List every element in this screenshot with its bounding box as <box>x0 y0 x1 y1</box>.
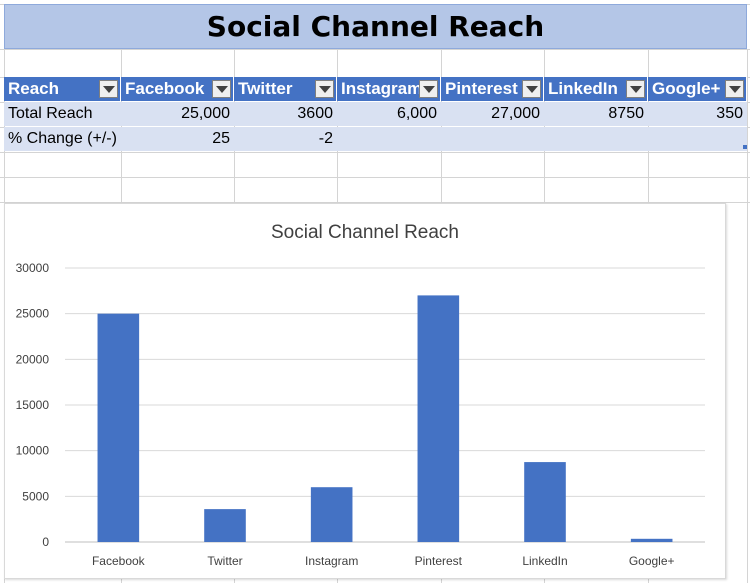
chart-title: Social Channel Reach <box>271 222 459 243</box>
table-cell[interactable]: 3600 <box>234 102 337 126</box>
gridline-vertical <box>747 49 748 583</box>
table-row-label[interactable]: % Change (+/-) <box>4 127 121 151</box>
header-label: Reach <box>8 79 60 98</box>
bar-twitter[interactable] <box>204 509 246 542</box>
x-tick-label: Facebook <box>92 554 146 568</box>
y-tick-label: 10000 <box>16 444 50 458</box>
gridline-horizontal <box>0 177 750 178</box>
table-cell[interactable]: -2 <box>234 127 337 151</box>
filter-dropdown-icon[interactable] <box>212 80 231 98</box>
filter-dropdown-icon[interactable] <box>419 80 438 98</box>
header-cell-reach[interactable]: Reach <box>4 77 121 101</box>
sheet-title: Social Channel Reach <box>206 10 545 43</box>
table-row-label[interactable]: Total Reach <box>4 102 121 126</box>
y-tick-label: 30000 <box>16 261 50 275</box>
table-cell[interactable] <box>648 127 747 151</box>
filter-dropdown-icon[interactable] <box>315 80 334 98</box>
header-cell-instagram[interactable]: Instagram <box>337 77 441 101</box>
table-cell[interactable] <box>544 127 648 151</box>
header-label: Pinterest <box>445 79 518 98</box>
header-label: Facebook <box>125 79 205 98</box>
table-cell[interactable] <box>441 127 544 151</box>
header-cell-pinterest[interactable]: Pinterest <box>441 77 544 101</box>
table-cell[interactable]: 6,000 <box>337 102 441 126</box>
bar-chart[interactable]: Social Channel Reach 0 5000 10000 15000 2000… <box>4 203 726 579</box>
bar-instagram[interactable] <box>310 487 353 542</box>
x-tick-label: Instagram <box>305 554 358 568</box>
filter-dropdown-icon[interactable] <box>626 80 645 98</box>
header-cell-twitter[interactable]: Twitter <box>234 77 337 101</box>
table-cell[interactable]: 27,000 <box>441 102 544 126</box>
gridline-horizontal <box>0 152 750 153</box>
header-cell-googleplus[interactable]: Google+ <box>648 77 747 101</box>
header-label: Google+ <box>652 79 721 98</box>
gridline-horizontal <box>0 202 750 203</box>
filter-dropdown-icon[interactable] <box>725 80 744 98</box>
chart-svg: Social Channel Reach 0 5000 10000 15000 2000… <box>16 222 705 568</box>
x-tick-label: Twitter <box>207 554 242 568</box>
table-cell[interactable]: 25,000 <box>121 102 234 126</box>
table-cell[interactable]: 25 <box>121 127 234 151</box>
table-cell[interactable] <box>337 127 441 151</box>
bar-facebook[interactable] <box>97 313 140 542</box>
y-tick-label: 20000 <box>16 352 50 366</box>
filter-dropdown-icon[interactable] <box>522 80 541 98</box>
header-cell-facebook[interactable]: Facebook <box>121 77 234 101</box>
header-label: Twitter <box>238 79 293 98</box>
bar-linkedin[interactable] <box>524 462 566 542</box>
header-cell-linkedin[interactable]: LinkedIn <box>544 77 648 101</box>
bar-google[interactable] <box>630 538 673 542</box>
table-cell[interactable]: 350 <box>648 102 747 126</box>
bar-pinterest[interactable] <box>417 295 460 542</box>
header-label: LinkedIn <box>548 79 618 98</box>
table-resize-handle[interactable] <box>743 145 747 149</box>
table-cell[interactable]: 8750 <box>544 102 648 126</box>
gridline-horizontal <box>0 49 750 50</box>
y-tick-label: 25000 <box>16 307 50 321</box>
y-tick-label: 5000 <box>22 489 49 503</box>
x-tick-label: Pinterest <box>415 554 463 568</box>
x-tick-label: Google+ <box>629 554 675 568</box>
header-label: Instagram <box>341 79 423 98</box>
x-tick-label: LinkedIn <box>522 554 567 568</box>
y-tick-label: 15000 <box>16 398 50 412</box>
sheet-title-cell[interactable]: Social Channel Reach <box>4 4 747 49</box>
y-tick-label: 0 <box>42 535 49 549</box>
filter-dropdown-icon[interactable] <box>99 80 118 98</box>
